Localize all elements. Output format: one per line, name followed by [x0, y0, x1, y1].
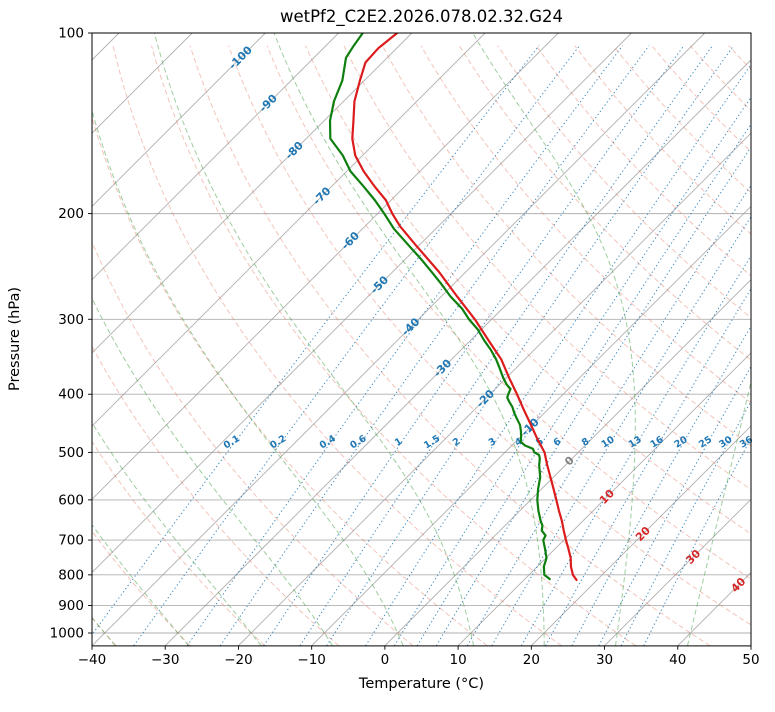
isotherm [457, 352, 751, 646]
isotherm [92, 33, 486, 427]
isotherm [92, 33, 559, 500]
isotherm [531, 425, 751, 646]
y-tick-label: 200 [58, 206, 84, 222]
moist-adiabat [92, 421, 262, 646]
dry-adiabat [420, 45, 751, 404]
sounding-profiles [328, 33, 578, 582]
mixing-ratio-label: 4 [513, 436, 525, 449]
dry-adiabat [92, 240, 414, 646]
plot-frame [91, 32, 752, 647]
temperature-line [351, 33, 578, 582]
mixing-ratio-label: 8 [580, 436, 592, 449]
mixing-ratio-label: 6 [552, 436, 564, 449]
y-tick-label: 900 [58, 598, 84, 614]
isotherm [92, 33, 413, 354]
y-tick-label: 500 [58, 445, 84, 461]
mixing-ratio-line [416, 123, 751, 646]
y-tick-label: 1000 [50, 626, 84, 642]
mixing-ratio-line [545, 287, 751, 646]
x-axis-label: Temperature (°C) [358, 676, 484, 692]
mixing-ratio-lines [92, 45, 751, 646]
x-tick-label: −40 [78, 652, 107, 668]
moist-adiabats [92, 33, 751, 646]
isotherm [92, 33, 266, 208]
isotherm [311, 205, 751, 646]
mixing-ratio-label: 1 [393, 436, 404, 449]
y-tick-label: 400 [58, 387, 84, 403]
mixing-ratio-label: 3 [487, 436, 498, 449]
x-tick-label: 40 [669, 652, 686, 668]
mixing-ratio-line [393, 96, 751, 646]
mixing-ratio-line [326, 45, 734, 646]
isotherm [92, 33, 706, 646]
isotherm-lines [92, 33, 751, 646]
isotherm [604, 498, 751, 646]
dry-adiabat [343, 45, 751, 491]
y-tick-label: 700 [58, 533, 84, 549]
moist-adiabat [92, 297, 333, 646]
y-tick-label: 100 [58, 26, 84, 42]
mixing-ratio-line [299, 45, 713, 646]
moist-adiabat [92, 108, 404, 646]
x-tick-label: 30 [596, 652, 613, 668]
x-tick-label: −10 [297, 652, 326, 668]
dry-adiabat [497, 45, 751, 319]
dry-adiabat [304, 45, 751, 535]
dry-adiabat [92, 530, 191, 646]
mixing-ratio-line [186, 45, 623, 646]
dewpoint-line [328, 33, 551, 581]
x-tick-label: 20 [523, 652, 540, 668]
dry-adiabat [381, 45, 751, 447]
dry-adiabat [266, 45, 751, 580]
moist-adiabat [273, 33, 545, 646]
isotherm [384, 278, 751, 646]
isotherm [238, 132, 751, 646]
dry-adiabats [92, 45, 751, 646]
mixing-ratio-line [263, 45, 685, 646]
mixing-ratio-line [219, 45, 650, 646]
isotherm [92, 33, 339, 281]
x-tick-label: 0 [381, 652, 390, 668]
moist-adiabat [687, 379, 751, 646]
dry-adiabat [92, 440, 265, 646]
isotherm [164, 59, 751, 646]
isotherm [92, 33, 632, 574]
dry-adiabat [612, 45, 751, 194]
chart-title: wetPf2_C2E2.2026.078.02.32.G24 [280, 7, 563, 27]
dry-adiabat [574, 45, 751, 235]
y-tick-label: 300 [58, 312, 84, 328]
mixing-ratio-line [365, 63, 751, 646]
mixing-ratio-label: 2 [451, 436, 462, 449]
dry-adiabat [112, 45, 562, 646]
pressure-gridlines [92, 32, 751, 634]
x-tick-label: 50 [742, 652, 759, 668]
moist-adiabat [153, 33, 475, 646]
y-axis-label: Pressure (hPa) [7, 287, 23, 391]
dry-adiabat [92, 116, 488, 646]
y-tick-label: 800 [58, 567, 84, 583]
dry-adiabat [151, 45, 636, 646]
dry-adiabat [458, 45, 751, 361]
x-tick-label: −20 [224, 652, 253, 668]
x-tick-label: 10 [450, 652, 467, 668]
mixing-ratio-line [133, 45, 580, 646]
moist-adiabat [472, 33, 636, 646]
dry-adiabat [227, 45, 751, 626]
x-tick-label: −30 [151, 652, 180, 668]
mixing-ratio-line [571, 325, 751, 646]
y-tick-label: 600 [58, 492, 84, 508]
